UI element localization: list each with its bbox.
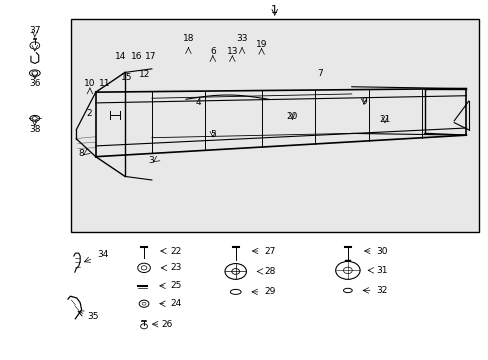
Text: 9: 9 <box>360 97 366 106</box>
Text: 11: 11 <box>99 80 110 89</box>
Text: 38: 38 <box>29 125 41 134</box>
Text: 19: 19 <box>255 40 267 49</box>
Text: 26: 26 <box>161 320 173 329</box>
Text: 33: 33 <box>236 34 247 43</box>
Text: 13: 13 <box>226 47 238 56</box>
Text: 23: 23 <box>170 264 182 273</box>
Text: 5: 5 <box>209 130 215 139</box>
Text: 1: 1 <box>271 5 278 15</box>
Text: 30: 30 <box>375 247 387 256</box>
Text: 34: 34 <box>97 250 108 259</box>
Text: 6: 6 <box>209 47 215 56</box>
Text: 22: 22 <box>170 247 181 256</box>
Text: 3: 3 <box>148 156 153 165</box>
Text: 14: 14 <box>114 52 125 61</box>
Text: 2: 2 <box>86 109 92 118</box>
Text: 31: 31 <box>375 266 387 275</box>
Text: 8: 8 <box>78 149 84 158</box>
Text: 7: 7 <box>317 69 322 78</box>
Text: 15: 15 <box>121 73 132 82</box>
Text: 17: 17 <box>145 52 156 61</box>
Text: 21: 21 <box>379 115 390 124</box>
Text: 20: 20 <box>286 112 297 121</box>
Text: 25: 25 <box>170 281 182 290</box>
Text: 12: 12 <box>139 70 150 79</box>
Text: 10: 10 <box>84 80 96 89</box>
Text: 16: 16 <box>130 52 142 61</box>
Text: 27: 27 <box>264 247 275 256</box>
Text: 32: 32 <box>375 286 386 295</box>
Text: 24: 24 <box>170 299 181 308</box>
Bar <box>71 19 478 232</box>
Text: 36: 36 <box>29 79 41 88</box>
Text: 37: 37 <box>29 26 41 35</box>
Text: 28: 28 <box>264 267 275 276</box>
Text: 18: 18 <box>183 34 194 43</box>
Text: 29: 29 <box>264 287 275 296</box>
Text: 4: 4 <box>195 98 201 107</box>
Text: 35: 35 <box>87 312 99 321</box>
